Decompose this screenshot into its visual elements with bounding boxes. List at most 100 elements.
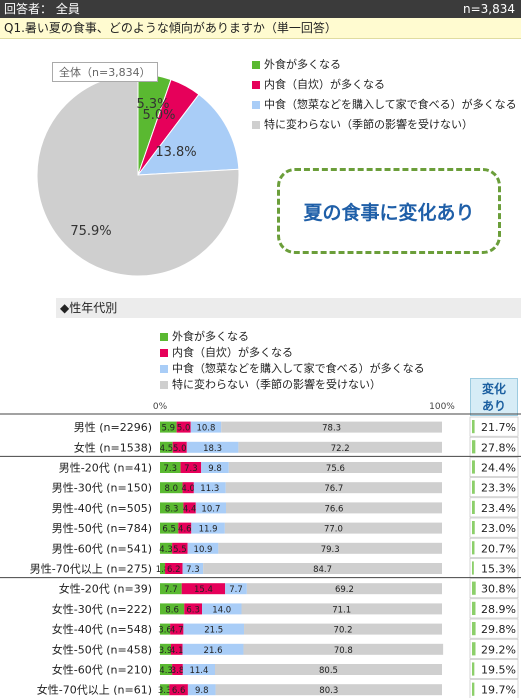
- bar-segment: [176, 421, 191, 433]
- change-value: 21.7%: [481, 421, 516, 434]
- bar-value-label: 10.7: [201, 504, 220, 514]
- bar-segment: [202, 603, 242, 615]
- bar-segment: [186, 441, 239, 453]
- bar-segment: [160, 603, 185, 615]
- bar-segment: [225, 583, 247, 595]
- change-header: 変化 あり: [470, 378, 518, 416]
- legend-label: 内食（自炊）が多くなる: [172, 346, 293, 359]
- change-value: 30.8%: [481, 583, 516, 596]
- bar-value-label: 1.8: [156, 565, 170, 575]
- legend-swatch: [160, 381, 168, 389]
- axis-tick-label: 0%: [153, 402, 168, 412]
- bar-segment: [201, 462, 229, 473]
- respondent-bar: 回答者： 全員 n=3,834: [0, 0, 521, 18]
- bar-segment: [180, 462, 202, 473]
- bar-value-label: 8.3: [165, 504, 179, 514]
- change-bar: [472, 622, 476, 636]
- bar-segment: [160, 522, 179, 534]
- bar-value-label: 4.4: [183, 504, 197, 514]
- bar-segment: [215, 684, 442, 696]
- legend-label: 中食（惣菜などを購入して家で食べる）が多くなる: [264, 98, 517, 111]
- category-label: 男性-40代 (n=505): [52, 501, 152, 515]
- change-cell: [469, 416, 519, 437]
- category-label: 女性-40代 (n=548): [52, 622, 152, 636]
- bar-value-label: 3.8: [171, 666, 185, 676]
- pie-value-label: 5.0%: [142, 108, 175, 123]
- legend-swatch: [252, 101, 260, 109]
- bar-segment: [160, 482, 183, 494]
- bar-value-label: 7.3: [184, 464, 198, 474]
- change-bar: [472, 480, 475, 494]
- change-header-line2: あり: [481, 399, 506, 413]
- change-value: 23.4%: [481, 502, 516, 515]
- bar-segment: [244, 623, 442, 635]
- bar-value-label: 8.0: [165, 484, 179, 494]
- bar-segment: [160, 441, 173, 453]
- bar-segment: [224, 522, 442, 534]
- bar-segment: [160, 421, 177, 433]
- change-value: 27.8%: [481, 441, 516, 454]
- bar-segment: [182, 482, 194, 494]
- legend-item: 外食が多くなる: [160, 329, 425, 345]
- change-value: 19.7%: [481, 684, 516, 697]
- legend-item: 外食が多くなる: [252, 55, 517, 75]
- bar-segment: [160, 643, 171, 655]
- legend-swatch: [160, 365, 168, 373]
- legend-label: 外食が多くなる: [172, 330, 249, 343]
- callout-text: 夏の食事に変化あり: [303, 201, 475, 224]
- bar-segment: [241, 603, 442, 615]
- bar-value-label: 76.6: [325, 504, 344, 514]
- change-cell: [469, 638, 519, 659]
- bar-value-label: 11.3: [200, 484, 219, 494]
- legend-label: 特に変わらない（季節の影響を受けない）: [264, 118, 473, 131]
- bar-value-label: 4.1: [170, 646, 184, 656]
- bar-value-label: 4.3: [159, 545, 173, 555]
- legend-label: 特に変わらない（季節の影響を受けない）: [172, 378, 381, 391]
- category-label: 女性-30代 (n=222): [52, 602, 152, 616]
- bar-value-label: 5.0: [173, 444, 187, 454]
- change-cell: [469, 578, 519, 599]
- bar-segment: [191, 522, 225, 534]
- total-n: n=3,834: [462, 2, 515, 16]
- category-label: 男性-70代以上 (n=275): [30, 562, 152, 576]
- category-label: 男性-60代 (n=541): [52, 541, 152, 555]
- legend-item: 中食（惣菜などを購入して家で食べる）が多くなる: [160, 361, 425, 377]
- bar-segment: [181, 583, 226, 595]
- bar-value-label: 15.4: [194, 585, 213, 595]
- pie-box-label: 全体（n=3,834）: [52, 62, 158, 82]
- bar-value-label: 9.8: [208, 464, 222, 474]
- bar-segment: [170, 623, 184, 635]
- bar-value-label: 84.7: [313, 565, 332, 575]
- bar-segment: [225, 482, 442, 494]
- bar-value-label: 7.3: [164, 464, 178, 474]
- bar-value-label: 7.7: [229, 585, 243, 595]
- change-cell: [469, 679, 519, 698]
- change-cell: [469, 497, 519, 518]
- category-label: 男性-30代 (n=150): [52, 481, 152, 495]
- change-bar: [472, 541, 475, 555]
- bar-value-label: 75.6: [326, 464, 345, 474]
- bar-value-label: 10.9: [194, 545, 213, 555]
- bar-segment: [187, 684, 216, 696]
- pie-value-label: 5.3%: [136, 97, 169, 112]
- bar-segment: [160, 502, 184, 514]
- bar-segment: [172, 542, 188, 554]
- change-cell: [469, 618, 519, 639]
- legend-label: 内食（自炊）が多くなる: [264, 78, 385, 91]
- bar-segment: [160, 623, 171, 635]
- bar-value-label: 71.1: [332, 605, 351, 615]
- bar-value-label: 6.2: [167, 565, 181, 575]
- bar-value-label: 21.5: [204, 626, 223, 636]
- bar-value-label: 3.3: [158, 686, 172, 696]
- bar-segment: [184, 603, 203, 615]
- category-label: 女性-70代以上 (n=61): [37, 683, 152, 697]
- change-bar: [472, 500, 475, 514]
- bar-value-label: 10.8: [196, 424, 215, 434]
- bar-value-label: 18.3: [203, 444, 222, 454]
- pie-slice: [136, 93, 240, 176]
- change-cell: [469, 537, 519, 558]
- legend-item: 中食（惣菜などを購入して家で食べる）が多くなる: [252, 95, 517, 115]
- bar-segment: [160, 664, 173, 675]
- category-label: 男性-50代 (n=784): [52, 521, 152, 535]
- category-label: 男性-20代 (n=41): [59, 461, 152, 475]
